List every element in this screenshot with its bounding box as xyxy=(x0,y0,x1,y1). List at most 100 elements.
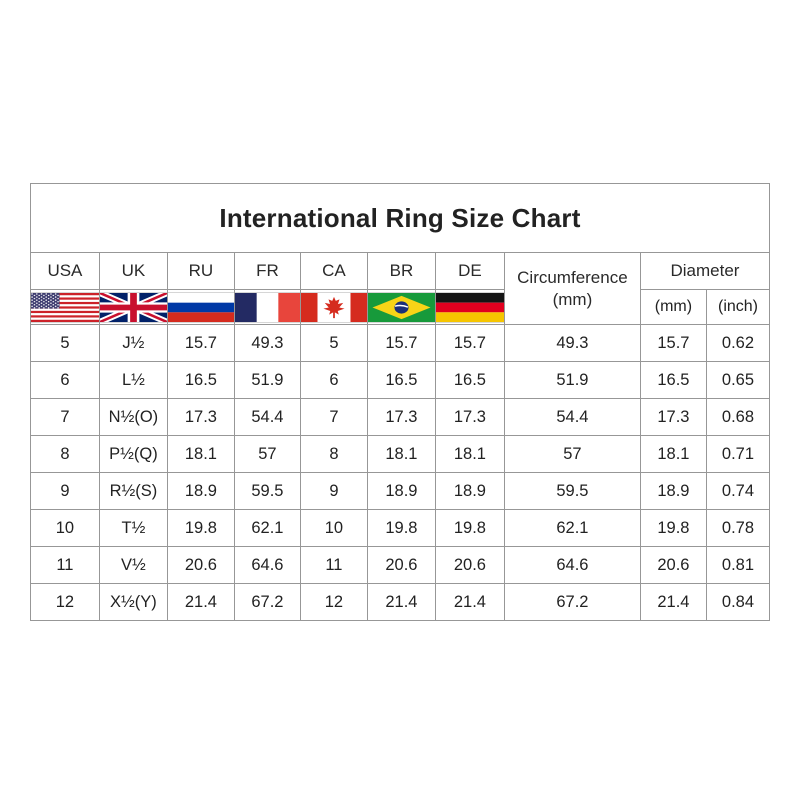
table-cell: 64.6 xyxy=(503,546,641,584)
table-cell: 0.78 xyxy=(705,509,771,547)
table-cell: 8 xyxy=(299,435,368,473)
column-header-uk: UK xyxy=(98,252,168,290)
table-cell: 18.1 xyxy=(639,435,707,473)
russia-flag-icon xyxy=(168,291,234,323)
table-row: 8 P½(Q) 18.1 57 8 18.1 18.1 57 18.1 0.71 xyxy=(29,435,771,473)
table-cell: P½(Q) xyxy=(98,435,168,473)
table-cell: 10 xyxy=(299,509,368,547)
title-row: International Ring Size Chart xyxy=(29,183,771,253)
table-cell: 9 xyxy=(299,472,368,510)
table-cell: 0.74 xyxy=(705,472,771,510)
ring-size-table-body: 5 J½ 15.7 49.3 5 15.7 15.7 49.3 15.7 0.62 6 L½ 16.5 5… xyxy=(29,324,771,621)
table-cell: 5 xyxy=(29,324,100,362)
usa-flag-icon xyxy=(31,291,99,323)
germany-flag-icon xyxy=(436,291,504,323)
table-cell: 18.9 xyxy=(434,472,505,510)
table-cell: 17.3 xyxy=(639,398,707,436)
brazil-flag-cell xyxy=(366,289,436,325)
table-cell: 67.2 xyxy=(233,583,301,621)
table-row: 12 X½(Y) 21.4 67.2 12 21.4 21.4 67.2 21.4 0.84 xyxy=(29,583,771,621)
brazil-flag-icon xyxy=(368,291,435,323)
table-cell: 8 xyxy=(29,435,100,473)
table-cell: 15.7 xyxy=(366,324,436,362)
column-header-br: BR xyxy=(366,252,436,290)
table-cell: 6 xyxy=(299,361,368,399)
canada-flag-cell xyxy=(299,289,368,325)
ring-size-table: International Ring Size Chart USA UK RU … xyxy=(29,183,771,621)
diameter-inch-header: (inch) xyxy=(705,289,771,325)
table-cell: 57 xyxy=(233,435,301,473)
table-cell: L½ xyxy=(98,361,168,399)
uk-flag-icon xyxy=(100,291,167,323)
table-cell: 18.9 xyxy=(366,472,436,510)
table-cell: 62.1 xyxy=(233,509,301,547)
column-header-fr: FR xyxy=(233,252,301,290)
table-cell: 0.65 xyxy=(705,361,771,399)
table-cell: 15.7 xyxy=(166,324,235,362)
table-cell: 49.3 xyxy=(503,324,641,362)
table-cell: 0.68 xyxy=(705,398,771,436)
germany-flag-cell xyxy=(434,289,505,325)
column-header-de: DE xyxy=(434,252,505,290)
france-flag-cell xyxy=(233,289,301,325)
table-cell: 20.6 xyxy=(434,546,505,584)
table-cell: 12 xyxy=(299,583,368,621)
table-cell: 17.3 xyxy=(166,398,235,436)
table-cell: R½(S) xyxy=(98,472,168,510)
table-cell: 51.9 xyxy=(503,361,641,399)
table-cell: 9 xyxy=(29,472,100,510)
table-cell: 19.8 xyxy=(166,509,235,547)
table-cell: 7 xyxy=(29,398,100,436)
table-cell: 18.1 xyxy=(166,435,235,473)
table-cell: 11 xyxy=(299,546,368,584)
table-cell: 54.4 xyxy=(503,398,641,436)
flag-row: (mm) (inch) xyxy=(29,289,771,325)
table-cell: 17.3 xyxy=(434,398,505,436)
table-cell: 20.6 xyxy=(639,546,707,584)
table-row: 11 V½ 20.6 64.6 11 20.6 20.6 64.6 20.6 0.81 xyxy=(29,546,771,584)
chart-title: International Ring Size Chart xyxy=(29,183,771,253)
table-cell: 19.8 xyxy=(639,509,707,547)
table-cell: 67.2 xyxy=(503,583,641,621)
table-cell: 11 xyxy=(29,546,100,584)
column-header-ru: RU xyxy=(166,252,235,290)
table-cell: 10 xyxy=(29,509,100,547)
table-cell: 18.9 xyxy=(639,472,707,510)
table-cell: 20.6 xyxy=(166,546,235,584)
table-cell: 0.84 xyxy=(705,583,771,621)
table-cell: 16.5 xyxy=(166,361,235,399)
table-cell: 21.4 xyxy=(434,583,505,621)
table-cell: 19.8 xyxy=(434,509,505,547)
circumference-unit: (mm) xyxy=(552,289,593,309)
usa-flag-cell xyxy=(29,289,100,325)
table-cell: 49.3 xyxy=(233,324,301,362)
table-cell: 0.62 xyxy=(705,324,771,362)
table-row: 6 L½ 16.5 51.9 6 16.5 16.5 51.9 16.5 0.65 xyxy=(29,361,771,399)
table-cell: T½ xyxy=(98,509,168,547)
table-cell: 18.1 xyxy=(366,435,436,473)
table-cell: 18.9 xyxy=(166,472,235,510)
table-row: 9 R½(S) 18.9 59.5 9 18.9 18.9 59.5 18.9 0.74 xyxy=(29,472,771,510)
table-cell: 16.5 xyxy=(366,361,436,399)
france-flag-icon xyxy=(235,291,300,323)
table-cell: 64.6 xyxy=(233,546,301,584)
table-cell: 21.4 xyxy=(639,583,707,621)
column-header-diameter: Diameter xyxy=(639,252,771,290)
table-cell: 0.81 xyxy=(705,546,771,584)
circumference-label: Circumference xyxy=(517,268,628,288)
table-cell: V½ xyxy=(98,546,168,584)
table-cell: 54.4 xyxy=(233,398,301,436)
table-cell: 5 xyxy=(299,324,368,362)
table-cell: 20.6 xyxy=(366,546,436,584)
table-cell: J½ xyxy=(98,324,168,362)
table-cell: X½(Y) xyxy=(98,583,168,621)
table-row: 5 J½ 15.7 49.3 5 15.7 15.7 49.3 15.7 0.62 xyxy=(29,324,771,362)
table-cell: 51.9 xyxy=(233,361,301,399)
table-cell: 7 xyxy=(299,398,368,436)
table-cell: 16.5 xyxy=(639,361,707,399)
table-cell: 17.3 xyxy=(366,398,436,436)
table-cell: 6 xyxy=(29,361,100,399)
table-cell: 19.8 xyxy=(366,509,436,547)
table-cell: 59.5 xyxy=(233,472,301,510)
table-row: 10 T½ 19.8 62.1 10 19.8 19.8 62.1 19.8 0.78 xyxy=(29,509,771,547)
